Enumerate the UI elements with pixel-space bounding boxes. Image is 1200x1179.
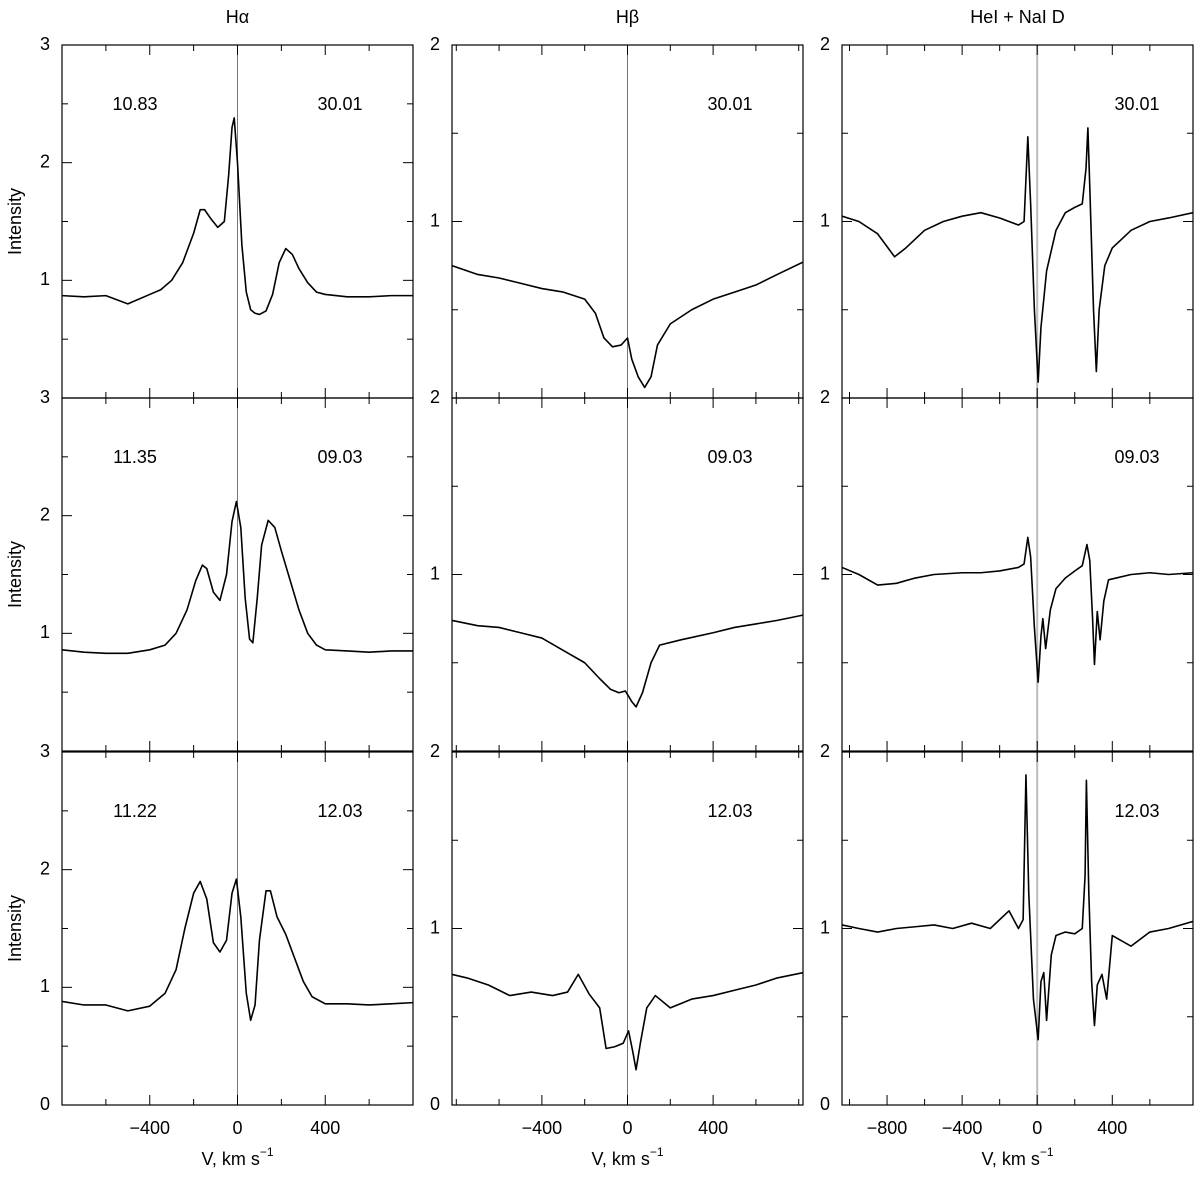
panel: 1 2 09.03 (430, 387, 804, 752)
spectrum-line (842, 536, 1193, 683)
column-title: HeI + NaI D (970, 7, 1065, 27)
date-annotation: 30.01 (317, 94, 362, 114)
y-tick-label: 1 (820, 210, 830, 230)
x-axis-label: V, km s−1 (591, 1145, 663, 1169)
x-tick-label: −400 (942, 1118, 983, 1138)
panel: 1 2 3 11.35 09.03 Intensity (5, 387, 414, 752)
y-tick-label: 2 (430, 34, 440, 54)
y-tick-label: 2 (820, 387, 830, 407)
x-tick-label: 0 (622, 1118, 632, 1138)
x-tick-label: 0 (232, 1118, 242, 1138)
x-axis-label-sup: −1 (1040, 1145, 1054, 1159)
y-tick-label: 1 (430, 917, 440, 937)
x-tick-label: 400 (698, 1118, 728, 1138)
x-axis-label-text: V, km s (201, 1149, 259, 1169)
x-tick-label: −400 (522, 1118, 563, 1138)
panel-frame (451, 397, 804, 752)
y-tick-label: 1 (40, 976, 50, 996)
date-annotation: 09.03 (317, 447, 362, 467)
date-annotation: 12.03 (707, 801, 752, 821)
x-tick-label: 400 (1097, 1118, 1127, 1138)
spectrum-line (62, 500, 413, 655)
x-tick-label: −400 (129, 1118, 170, 1138)
x-axis-label-text: V, km s (981, 1149, 1039, 1169)
y-tick-label: 0 (820, 1094, 830, 1114)
panel: −400 0 400 0 1 2 3 11.22 12.03 Intensity V, km s−1 (5, 741, 414, 1169)
y-tick-label: 1 (40, 622, 50, 642)
panel-frame (841, 397, 1194, 752)
x-axis-label-sup: −1 (650, 1145, 664, 1159)
y-tick-label: 3 (40, 387, 50, 407)
date-annotation: 09.03 (1114, 447, 1159, 467)
panel: 1 2 3 10.83 30.01 Hα Intensity (5, 7, 414, 399)
panel-frame (451, 751, 804, 1106)
y-tick-label: 2 (40, 858, 50, 878)
x-axis-label: V, km s−1 (201, 1145, 273, 1169)
y-tick-label: 2 (430, 387, 440, 407)
spectrum-line (452, 261, 803, 389)
y-tick-label: 3 (40, 741, 50, 761)
column-title: Hβ (616, 7, 639, 27)
date-annotation: 30.01 (707, 94, 752, 114)
x-axis-label: V, km s−1 (981, 1145, 1053, 1169)
date-annotation: 11.35 (113, 447, 157, 467)
x-tick-label: −800 (867, 1118, 908, 1138)
y-tick-label: 1 (820, 563, 830, 583)
spectrum-line (62, 117, 413, 316)
x-axis-label-sup: −1 (260, 1145, 274, 1159)
date-annotation: 10.83 (112, 94, 157, 114)
panel-frame (841, 751, 1194, 1106)
spectrum-line (452, 971, 803, 1071)
date-annotation: 12.03 (317, 801, 362, 821)
date-annotation: 11.22 (113, 801, 157, 821)
y-tick-label: 1 (820, 917, 830, 937)
spectrum-line (62, 878, 413, 1022)
date-annotation: 12.03 (1114, 801, 1159, 821)
panel: 1 2 09.03 (820, 387, 1194, 752)
y-axis-label: Intensity (5, 541, 25, 608)
panel-frame (61, 751, 414, 1106)
spectrum-line (452, 614, 803, 708)
panel: 1 2 30.01 HeI + NaI D (820, 7, 1194, 399)
date-annotation: 30.01 (1114, 94, 1159, 114)
y-tick-label: 3 (40, 34, 50, 54)
y-tick-label: 1 (430, 210, 440, 230)
y-tick-label: 2 (430, 741, 440, 761)
y-tick-label: 0 (430, 1094, 440, 1114)
date-annotation: 09.03 (707, 447, 752, 467)
panel: −400 0 400 0 1 2 12.03 V, km s−1 (430, 741, 804, 1169)
y-tick-label: 0 (40, 1094, 50, 1114)
y-axis-label: Intensity (5, 188, 25, 255)
panel: −800 −400 0 400 0 1 2 12.03 V, km s−1 (820, 741, 1194, 1169)
y-tick-label: 2 (820, 741, 830, 761)
x-tick-label: 0 (1032, 1118, 1042, 1138)
y-tick-label: 2 (40, 151, 50, 171)
x-axis-label-text: V, km s (591, 1149, 649, 1169)
y-tick-label: 2 (40, 504, 50, 524)
panel: 1 2 30.01 Hβ (430, 7, 804, 399)
y-axis-label: Intensity (5, 895, 25, 962)
y-tick-label: 1 (40, 269, 50, 289)
spectrum-line (842, 774, 1193, 1041)
spectrum-line (842, 127, 1193, 383)
y-tick-label: 2 (820, 34, 830, 54)
y-tick-label: 1 (430, 563, 440, 583)
column-title: Hα (226, 7, 249, 27)
x-tick-label: 400 (310, 1118, 340, 1138)
panel-frame (61, 397, 414, 752)
